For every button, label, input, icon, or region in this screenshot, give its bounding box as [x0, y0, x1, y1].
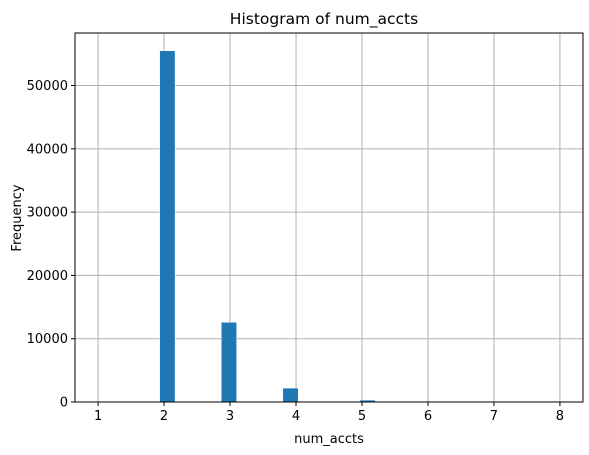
y-tick-label: 30000 — [27, 206, 68, 221]
x-tick-label: 1 — [94, 409, 102, 424]
x-axis-ticks: 1 2 3 4 5 6 7 8 — [94, 402, 564, 424]
y-axis-title: Frequency — [10, 184, 25, 251]
y-tick-label: 50000 — [27, 79, 68, 94]
x-tick-label: 4 — [292, 409, 300, 424]
y-tick-label: 0 — [60, 396, 68, 411]
x-tick-label: 2 — [160, 409, 168, 424]
x-tick-label: 3 — [226, 409, 234, 424]
y-tick-label: 40000 — [27, 142, 68, 157]
histogram-bar — [282, 387, 299, 403]
y-tick-label: 10000 — [27, 332, 68, 347]
x-tick-label: 7 — [490, 409, 498, 424]
plot-frame — [74, 32, 584, 403]
x-tick-label: 8 — [556, 409, 564, 424]
histogram-bar — [159, 50, 176, 403]
x-tick-label: 5 — [358, 409, 366, 424]
chart-title: Histogram of num_accts — [230, 10, 418, 29]
histogram-bar — [220, 322, 237, 403]
y-axis-ticks: 0 10000 20000 30000 40000 50000 — [27, 79, 75, 411]
x-axis-title: num_accts — [294, 432, 364, 447]
x-tick-label: 6 — [424, 409, 432, 424]
y-tick-label: 20000 — [27, 269, 68, 284]
